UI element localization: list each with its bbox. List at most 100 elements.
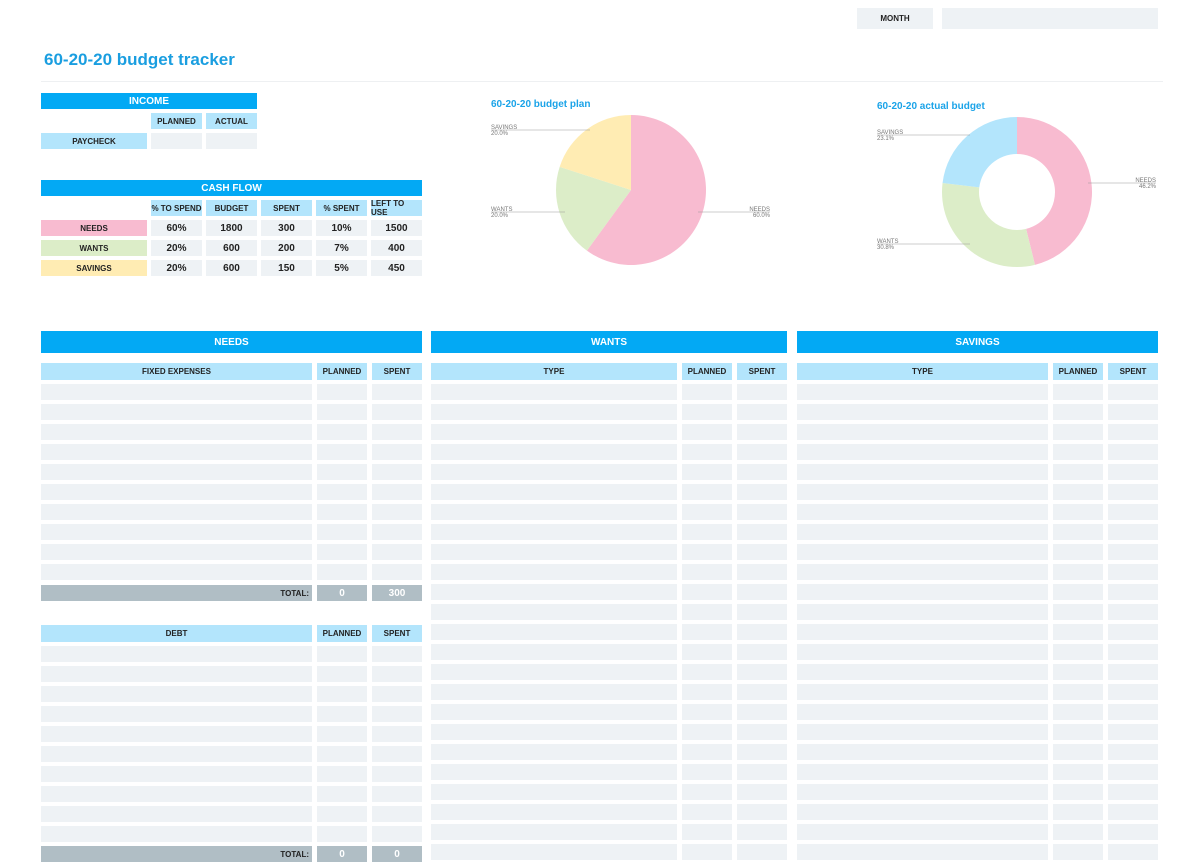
needs-row-cell[interactable] xyxy=(372,384,422,400)
savings-row-cell[interactable] xyxy=(1108,524,1158,540)
needs-row-cell[interactable] xyxy=(372,564,422,580)
needs-row-cell[interactable] xyxy=(317,504,367,520)
savings-row-cell[interactable] xyxy=(1053,664,1103,680)
savings-row-cell[interactable] xyxy=(1108,584,1158,600)
needs-row-cell[interactable] xyxy=(41,646,312,662)
savings-row-cell[interactable] xyxy=(1053,744,1103,760)
savings-row-cell[interactable] xyxy=(1053,444,1103,460)
savings-row-cell[interactable] xyxy=(1108,404,1158,420)
wants-row-cell[interactable] xyxy=(737,524,787,540)
wants-row-cell[interactable] xyxy=(431,404,677,420)
paycheck-planned[interactable] xyxy=(151,133,202,149)
savings-row-cell[interactable] xyxy=(1108,504,1158,520)
savings-row-cell[interactable] xyxy=(797,444,1048,460)
savings-row-cell[interactable] xyxy=(797,524,1048,540)
needs-row-cell[interactable] xyxy=(372,706,422,722)
savings-row-cell[interactable] xyxy=(1108,844,1158,860)
needs-row-cell[interactable] xyxy=(372,404,422,420)
needs-row-cell[interactable] xyxy=(41,504,312,520)
needs-row-cell[interactable] xyxy=(372,826,422,842)
wants-row-cell[interactable] xyxy=(682,624,732,640)
savings-row-cell[interactable] xyxy=(1053,624,1103,640)
needs-row-cell[interactable] xyxy=(41,524,312,540)
wants-row-cell[interactable] xyxy=(737,404,787,420)
wants-row-cell[interactable] xyxy=(431,744,677,760)
wants-row-cell[interactable] xyxy=(737,504,787,520)
needs-row-cell[interactable] xyxy=(317,686,367,702)
needs-row-cell[interactable] xyxy=(317,444,367,460)
savings-row-cell[interactable] xyxy=(1108,484,1158,500)
wants-row-cell[interactable] xyxy=(682,844,732,860)
savings-row-cell[interactable] xyxy=(797,564,1048,580)
needs-row-cell[interactable] xyxy=(41,786,312,802)
wants-row-cell[interactable] xyxy=(682,764,732,780)
savings-row-cell[interactable] xyxy=(797,504,1048,520)
savings-row-cell[interactable] xyxy=(1108,424,1158,440)
needs-row-cell[interactable] xyxy=(41,404,312,420)
savings-row-cell[interactable] xyxy=(1053,544,1103,560)
wants-row-cell[interactable] xyxy=(431,504,677,520)
needs-row-cell[interactable] xyxy=(41,766,312,782)
needs-row-cell[interactable] xyxy=(41,706,312,722)
needs-row-cell[interactable] xyxy=(317,424,367,440)
savings-row-cell[interactable] xyxy=(1108,604,1158,620)
savings-row-cell[interactable] xyxy=(1108,724,1158,740)
wants-row-cell[interactable] xyxy=(682,484,732,500)
savings-row-cell[interactable] xyxy=(1053,784,1103,800)
wants-row-cell[interactable] xyxy=(431,764,677,780)
wants-row-cell[interactable] xyxy=(431,724,677,740)
needs-row-cell[interactable] xyxy=(317,404,367,420)
savings-row-cell[interactable] xyxy=(1108,824,1158,840)
savings-row-cell[interactable] xyxy=(1053,844,1103,860)
savings-row-cell[interactable] xyxy=(1108,804,1158,820)
wants-row-cell[interactable] xyxy=(682,604,732,620)
needs-row-cell[interactable] xyxy=(317,746,367,762)
needs-row-cell[interactable] xyxy=(41,384,312,400)
savings-row-cell[interactable] xyxy=(797,604,1048,620)
wants-row-cell[interactable] xyxy=(431,624,677,640)
needs-row-cell[interactable] xyxy=(372,484,422,500)
savings-row-cell[interactable] xyxy=(1108,704,1158,720)
wants-row-cell[interactable] xyxy=(431,604,677,620)
needs-row-cell[interactable] xyxy=(317,826,367,842)
wants-row-cell[interactable] xyxy=(682,684,732,700)
wants-row-cell[interactable] xyxy=(431,564,677,580)
savings-row-cell[interactable] xyxy=(1053,524,1103,540)
wants-row-cell[interactable] xyxy=(682,424,732,440)
savings-row-cell[interactable] xyxy=(1053,384,1103,400)
savings-row-cell[interactable] xyxy=(1053,824,1103,840)
wants-row-cell[interactable] xyxy=(682,524,732,540)
savings-row-cell[interactable] xyxy=(1053,764,1103,780)
wants-row-cell[interactable] xyxy=(431,384,677,400)
savings-row-cell[interactable] xyxy=(797,744,1048,760)
wants-row-cell[interactable] xyxy=(682,464,732,480)
needs-row-cell[interactable] xyxy=(317,766,367,782)
wants-row-cell[interactable] xyxy=(737,424,787,440)
savings-row-cell[interactable] xyxy=(1053,504,1103,520)
wants-row-cell[interactable] xyxy=(682,564,732,580)
wants-row-cell[interactable] xyxy=(682,724,732,740)
wants-row-cell[interactable] xyxy=(431,484,677,500)
savings-row-cell[interactable] xyxy=(797,844,1048,860)
needs-row-cell[interactable] xyxy=(41,484,312,500)
wants-row-cell[interactable] xyxy=(737,384,787,400)
savings-row-cell[interactable] xyxy=(1108,784,1158,800)
needs-row-cell[interactable] xyxy=(317,524,367,540)
needs-row-cell[interactable] xyxy=(317,646,367,662)
savings-row-cell[interactable] xyxy=(797,424,1048,440)
savings-row-cell[interactable] xyxy=(797,584,1048,600)
savings-row-cell[interactable] xyxy=(1053,484,1103,500)
savings-row-cell[interactable] xyxy=(1108,624,1158,640)
savings-row-cell[interactable] xyxy=(1053,564,1103,580)
wants-row-cell[interactable] xyxy=(682,704,732,720)
savings-row-cell[interactable] xyxy=(1053,684,1103,700)
savings-row-cell[interactable] xyxy=(1108,544,1158,560)
wants-row-cell[interactable] xyxy=(737,544,787,560)
needs-row-cell[interactable] xyxy=(41,746,312,762)
wants-row-cell[interactable] xyxy=(737,804,787,820)
needs-row-cell[interactable] xyxy=(41,464,312,480)
savings-row-cell[interactable] xyxy=(1108,684,1158,700)
needs-row-cell[interactable] xyxy=(41,686,312,702)
wants-row-cell[interactable] xyxy=(737,564,787,580)
savings-row-cell[interactable] xyxy=(1108,764,1158,780)
